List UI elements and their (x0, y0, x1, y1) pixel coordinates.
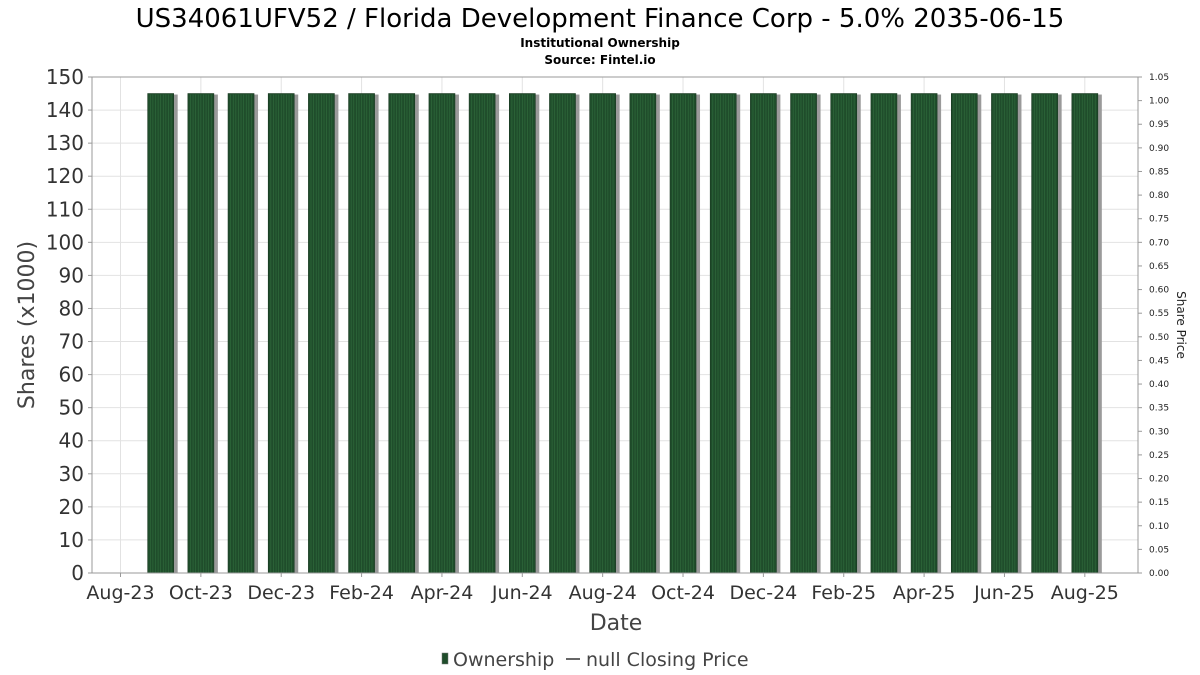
y-tick-label: 50 (59, 396, 84, 420)
y-tick-label: 0 (71, 561, 84, 585)
bar (709, 93, 741, 574)
y-right-tick-label: 0.20 (1149, 475, 1169, 485)
chart-source: Source: Fintel.io (544, 53, 655, 67)
bar (910, 93, 942, 574)
bar (388, 93, 419, 574)
y-right-tick-label: 0.25 (1149, 451, 1169, 461)
x-tick-label: Oct-24 (651, 582, 715, 604)
y-right-tick-label: 1.05 (1149, 73, 1169, 83)
y-tick-label: 40 (59, 429, 84, 453)
y-right-tick-label: 0.10 (1149, 522, 1169, 532)
y-right-tick-label: 0.70 (1149, 238, 1169, 248)
plot-area-frame (91, 76, 1139, 574)
y-right-tick-label: 0.40 (1149, 380, 1169, 390)
legend-ownership-swatch (441, 652, 449, 665)
chart-title: US34061UFV52 / Florida Development Finan… (136, 4, 1065, 34)
x-tick-label: Oct-23 (169, 582, 233, 604)
bar (428, 93, 459, 574)
bar (549, 93, 580, 574)
y-tick-label: 120 (46, 164, 84, 188)
bar (508, 93, 540, 574)
y-tick-label: 110 (46, 197, 84, 221)
y-right-tick-label: 0.60 (1149, 286, 1169, 296)
bar (147, 93, 178, 574)
x-tick-label: Dec-23 (247, 582, 315, 604)
bar (187, 93, 218, 574)
chart-subtitle: Institutional Ownership (520, 36, 680, 50)
y-tick-label: 130 (46, 131, 84, 155)
y-tick-label: 150 (46, 65, 84, 89)
bar (1031, 93, 1062, 574)
y-right-tick-label: 0.85 (1149, 167, 1169, 177)
bar (267, 93, 299, 574)
bar (1071, 93, 1102, 574)
y-right-tick-label: 0.95 (1149, 120, 1169, 130)
y-tick-label: 70 (59, 330, 84, 354)
y-tick-label: 100 (46, 230, 84, 254)
y-tick-label: 140 (46, 98, 84, 122)
x-tick-label: Aug-24 (569, 582, 637, 604)
x-tick-label: Aug-25 (1051, 582, 1119, 604)
y-right-tick-label: 0.75 (1149, 215, 1169, 225)
x-tick-label: Feb-25 (811, 582, 876, 604)
y-right-tick-label: 1.00 (1149, 97, 1169, 107)
x-tick-label: Aug-23 (86, 582, 154, 604)
y-axis-label: Shares (x1000) (15, 241, 40, 409)
y-axis-left-ticks: 0 10 20 30 40 50 60 70 80 90 100 110 120 130 140 150 (46, 65, 92, 585)
y-tick-label: 10 (59, 528, 84, 552)
bar (589, 93, 620, 574)
x-tick-label: Dec-24 (729, 582, 797, 604)
legend: Ownership null Closing Price (441, 649, 749, 671)
y-right-tick-label: 0.00 (1149, 569, 1169, 579)
x-tick-label: Jun-25 (973, 582, 1035, 604)
bar (950, 93, 982, 574)
y-right-tick-label: 0.15 (1149, 498, 1169, 508)
bar (468, 93, 500, 574)
x-axis-ticks: Aug-23 Oct-23 Dec-23 Feb-24 Apr-24 Jun-24 Aug-… (86, 573, 1119, 604)
bar (790, 93, 821, 574)
legend-ownership-label: Ownership (453, 649, 554, 671)
x-tick-label: Apr-25 (893, 582, 956, 604)
y-tick-label: 60 (59, 363, 84, 387)
bar (830, 93, 861, 574)
bar (348, 93, 379, 574)
x-axis-label: Date (590, 611, 643, 636)
y-right-tick-label: 0.90 (1149, 144, 1169, 154)
y-right-tick-label: 0.05 (1149, 545, 1169, 555)
y-tick-label: 80 (59, 296, 84, 320)
y-right-tick-label: 0.55 (1149, 309, 1169, 319)
y-right-tick-label: 0.50 (1149, 333, 1169, 343)
x-tick-label: Apr-24 (411, 582, 474, 604)
y-right-tick-label: 0.45 (1149, 356, 1169, 366)
bar (308, 93, 339, 574)
y-right-tick-label: 0.35 (1149, 404, 1169, 414)
x-tick-label: Jun-24 (491, 582, 553, 604)
y-tick-label: 30 (59, 462, 84, 486)
y-right-tick-label: 0.65 (1149, 262, 1169, 272)
y-tick-label: 90 (59, 263, 84, 287)
x-tick-label: Feb-24 (329, 582, 394, 604)
bar (629, 93, 660, 574)
bar (870, 93, 901, 574)
y-right-tick-label: 0.80 (1149, 191, 1169, 201)
bar (991, 93, 1022, 574)
y-tick-label: 20 (59, 495, 84, 519)
y-axis-right-label: Share Price (1174, 291, 1188, 359)
bar (227, 93, 259, 574)
legend-price-label: null Closing Price (586, 649, 749, 671)
bar (750, 93, 781, 574)
bar (669, 93, 701, 574)
y-axis-right-ticks: 0.00 0.05 0.10 0.15 0.20 0.25 0.30 0.35 0.40 0.45… (1138, 73, 1169, 579)
bars (147, 93, 1102, 574)
y-right-tick-label: 0.30 (1149, 427, 1169, 437)
